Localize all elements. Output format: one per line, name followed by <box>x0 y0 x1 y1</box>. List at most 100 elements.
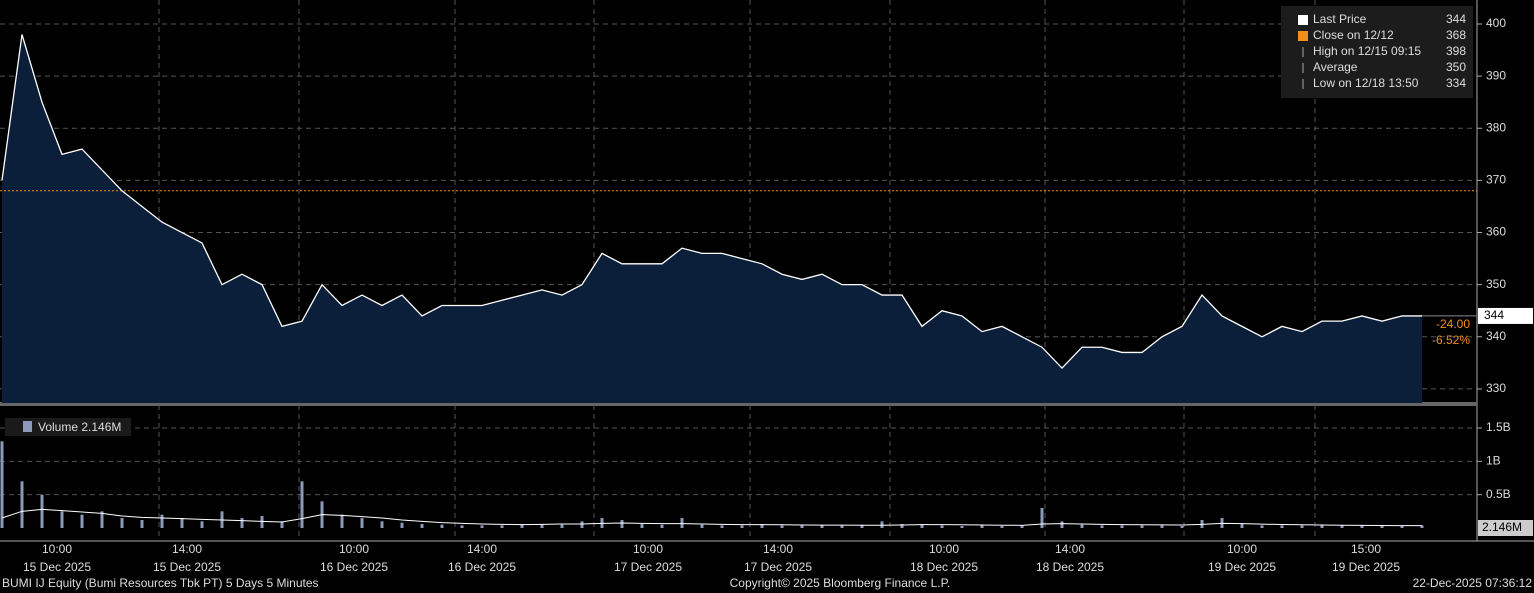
volume-bar <box>1340 525 1344 528</box>
y-tick-label: 360 <box>1486 225 1506 239</box>
volume-bar <box>640 524 644 528</box>
volume-bar <box>840 525 844 528</box>
volume-bar <box>1040 508 1044 528</box>
volume-bar <box>1360 525 1364 528</box>
y-tick-label: 350 <box>1486 277 1506 291</box>
x-tick-label: 14:00 <box>172 542 202 556</box>
footer-left: BUMI IJ Equity (Bumi Resources Tbk PT) 5… <box>2 576 319 590</box>
volume-bar <box>1000 526 1004 528</box>
legend-value: 350 <box>1446 60 1466 74</box>
volume-bar <box>140 520 144 528</box>
volume-bar <box>0 441 4 528</box>
volume-bar <box>200 521 204 528</box>
legend-swatch <box>1298 31 1308 41</box>
volume-bar <box>820 525 824 528</box>
volume-bar <box>520 524 524 528</box>
volume-bar <box>1400 526 1404 528</box>
volume-bar <box>120 518 124 528</box>
legend-label: High on 12/15 09:15 <box>1313 44 1421 58</box>
legend-label: Last Price <box>1313 12 1367 26</box>
volume-bar <box>1260 525 1264 528</box>
volume-bar <box>180 518 184 528</box>
volume-bar <box>80 514 84 528</box>
volume-bar <box>1060 521 1064 528</box>
y-tick-label: 370 <box>1486 173 1506 187</box>
volume-bar <box>1240 524 1244 528</box>
volume-bar <box>300 481 304 528</box>
volume-bar <box>620 520 624 528</box>
volume-bar <box>20 481 24 528</box>
x-tick-date: 19 Dec 2025 <box>1208 560 1276 574</box>
volume-bar <box>760 524 764 528</box>
legend-value: 398 <box>1446 44 1466 58</box>
volume-bar <box>880 521 884 528</box>
y-tick-label: 330 <box>1486 381 1506 395</box>
volume-bar <box>780 525 784 528</box>
volume-bar <box>1320 525 1324 528</box>
volume-bar <box>380 521 384 528</box>
y-tick-label: 1.5B <box>1486 420 1511 434</box>
volume-bar <box>720 525 724 528</box>
panel-divider <box>0 402 1477 406</box>
price-line <box>1 34 1422 370</box>
legend-label: Low on 12/18 13:50 <box>1313 76 1419 90</box>
volume-bar <box>160 514 164 528</box>
volume-bar <box>740 525 744 528</box>
volume-bar <box>420 524 424 528</box>
volume-legend-swatch <box>23 421 32 432</box>
y-tick-label: 1B <box>1486 454 1501 468</box>
change-pct-label: -6.52% <box>1432 333 1470 347</box>
x-tick-label: 14:00 <box>1055 542 1085 556</box>
x-tick-label: 14:00 <box>467 542 497 556</box>
volume-bar <box>1280 525 1284 528</box>
volume-bar <box>660 524 664 528</box>
x-tick-date: 16 Dec 2025 <box>320 560 388 574</box>
footer-center: Copyright© 2025 Bloomberg Finance L.P. <box>730 576 951 590</box>
volume-bar <box>280 521 284 528</box>
legend-value: 344 <box>1446 12 1466 26</box>
volume-bar <box>1100 525 1104 528</box>
volume-bar <box>680 518 684 528</box>
volume-legend-label: Volume 2.146M <box>38 420 121 434</box>
volume-bar <box>1020 525 1024 528</box>
volume-bar <box>940 525 944 528</box>
footer-right: 22-Dec-2025 07:36:12 <box>1413 576 1533 590</box>
x-tick-date: 18 Dec 2025 <box>1036 560 1104 574</box>
volume-bar <box>700 524 704 528</box>
volume-bar <box>1160 525 1164 528</box>
x-tick-label: 10:00 <box>929 542 959 556</box>
volume-bar <box>1140 525 1144 528</box>
volume-bar <box>260 516 264 528</box>
y-tick-label: 0.5B <box>1486 487 1511 501</box>
volume-bar <box>460 525 464 528</box>
x-tick-label: 10:00 <box>1227 542 1257 556</box>
volume-last-box <box>1478 520 1533 536</box>
volume-bar <box>580 521 584 528</box>
volume-bar <box>1380 526 1384 528</box>
y-tick-label: 400 <box>1486 16 1506 30</box>
legend-value: 368 <box>1446 28 1466 42</box>
volume-bar <box>560 524 564 528</box>
x-tick-date: 19 Dec 2025 <box>1332 560 1400 574</box>
change-label: -24.00 <box>1436 317 1470 331</box>
volume-bar <box>1300 525 1304 528</box>
volume-bar <box>960 526 964 528</box>
volume-bar <box>400 522 404 528</box>
volume-bar <box>480 525 484 528</box>
volume-bar <box>40 494 44 528</box>
volume-bar <box>100 511 104 528</box>
x-tick-date: 15 Dec 2025 <box>153 560 221 574</box>
volume-bar <box>900 524 904 528</box>
volume-bar <box>980 525 984 528</box>
legend-label: Close on 12/12 <box>1313 28 1394 42</box>
volume-bar <box>240 518 244 528</box>
volume-bar <box>1120 525 1124 528</box>
volume-bar <box>440 524 444 528</box>
legend-label: Average <box>1313 60 1358 74</box>
x-tick-date: 17 Dec 2025 <box>614 560 682 574</box>
volume-bar <box>920 524 924 528</box>
volume-bar <box>1420 525 1424 528</box>
volume-bar <box>60 511 64 528</box>
x-tick-label: 10:00 <box>633 542 663 556</box>
